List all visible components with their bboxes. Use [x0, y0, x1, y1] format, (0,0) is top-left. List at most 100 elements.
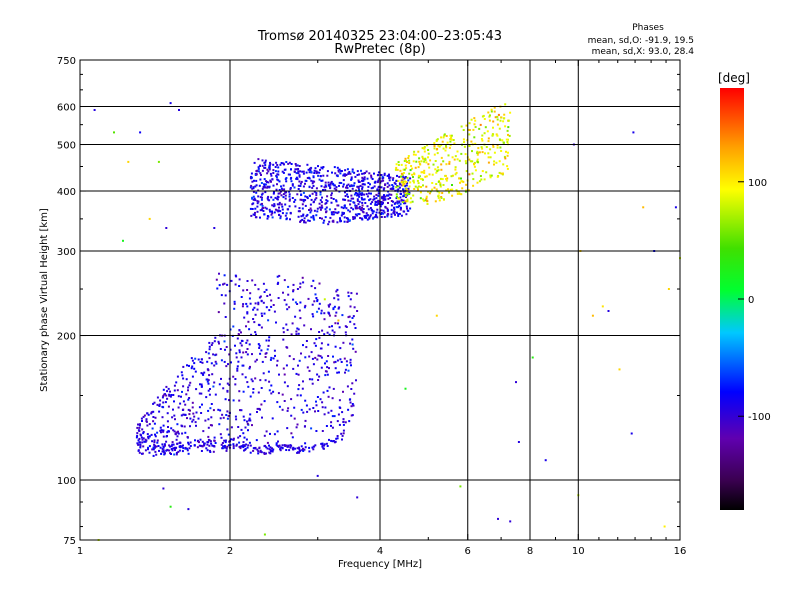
- data-point: [322, 174, 325, 177]
- data-point: [248, 417, 251, 420]
- data-point: [244, 447, 247, 450]
- data-point: [175, 453, 178, 456]
- data-point: [297, 328, 300, 331]
- data-point: [279, 163, 282, 166]
- data-point: [260, 299, 263, 302]
- data-point: [361, 198, 364, 201]
- data-point: [182, 385, 185, 388]
- data-point: [252, 213, 255, 216]
- data-point: [442, 160, 445, 163]
- data-point: [319, 347, 322, 350]
- data-point: [152, 410, 155, 413]
- data-point: [259, 209, 262, 212]
- data-point: [314, 444, 317, 447]
- data-point: [267, 198, 270, 201]
- data-point: [248, 367, 251, 370]
- data-point: [135, 436, 138, 439]
- data-point: [492, 126, 494, 129]
- data-point: [361, 172, 364, 175]
- data-point: [366, 205, 369, 208]
- data-point: [483, 118, 486, 120]
- data-point: [169, 445, 172, 448]
- data-point: [142, 445, 145, 448]
- data-point: [488, 119, 491, 122]
- data-point: [403, 195, 406, 197]
- data-point: [407, 157, 410, 159]
- data-point: [302, 172, 305, 175]
- data-point: [323, 318, 326, 321]
- data-point: [267, 370, 270, 373]
- data-point: [323, 312, 326, 315]
- data-point: [433, 142, 436, 145]
- data-point: [437, 180, 440, 183]
- data-point: [140, 417, 143, 420]
- data-point: [378, 211, 381, 214]
- data-point: [335, 437, 338, 440]
- data-point: [298, 450, 301, 453]
- data-point: [324, 216, 327, 219]
- data-point: [395, 186, 398, 189]
- data-point: [269, 449, 272, 452]
- data-point: [397, 161, 400, 164]
- data-point: [232, 447, 235, 450]
- data-point: [295, 426, 298, 429]
- data-point: [277, 170, 280, 173]
- data-point: [138, 437, 141, 440]
- data-point: [333, 361, 336, 364]
- data-point: [260, 326, 263, 329]
- data-point: [176, 435, 179, 438]
- data-point: [415, 160, 418, 163]
- data-point: [291, 322, 294, 325]
- data-point: [465, 162, 468, 165]
- data-point: [484, 126, 487, 129]
- data-point: [348, 219, 351, 222]
- data-point: [358, 207, 361, 210]
- data-point: [180, 424, 183, 427]
- data-point: [323, 413, 326, 416]
- data-point: [354, 204, 357, 207]
- data-point: [425, 185, 428, 188]
- data-point: [467, 189, 470, 192]
- data-point: [184, 446, 187, 449]
- data-point: [346, 364, 349, 367]
- data-point: [167, 387, 170, 390]
- data-point: [386, 185, 389, 188]
- data-point: [312, 279, 315, 282]
- data-point: [479, 123, 482, 126]
- data-point: [226, 445, 229, 448]
- data-point: [260, 451, 263, 454]
- data-point: [474, 142, 477, 145]
- data-point: [382, 197, 385, 200]
- data-point: [353, 306, 356, 309]
- data-point: [248, 419, 251, 422]
- data-point: [418, 174, 420, 177]
- data-point: [325, 370, 328, 373]
- data-point: [176, 442, 179, 445]
- data-point: [368, 192, 370, 195]
- data-point: [382, 188, 385, 191]
- data-point: [321, 196, 323, 199]
- data-point: [492, 145, 495, 148]
- data-point: [345, 207, 348, 210]
- data-point: [419, 163, 422, 166]
- data-point: [316, 358, 319, 361]
- data-point: [220, 377, 222, 380]
- data-point: [361, 201, 364, 204]
- data-point: [451, 194, 454, 197]
- data-point: [242, 415, 245, 418]
- data-point: [283, 299, 286, 302]
- data-point: [281, 408, 284, 411]
- data-point: [269, 161, 271, 164]
- data-point: [391, 187, 394, 190]
- data-point: [381, 203, 384, 206]
- data-point: [383, 172, 386, 175]
- data-point: [473, 162, 475, 165]
- data-point: [226, 428, 229, 431]
- data-point: [507, 138, 509, 141]
- data-point: [304, 182, 306, 185]
- data-point: [202, 430, 205, 433]
- data-point: [238, 390, 241, 393]
- data-point: [367, 208, 370, 211]
- data-point: [252, 449, 255, 452]
